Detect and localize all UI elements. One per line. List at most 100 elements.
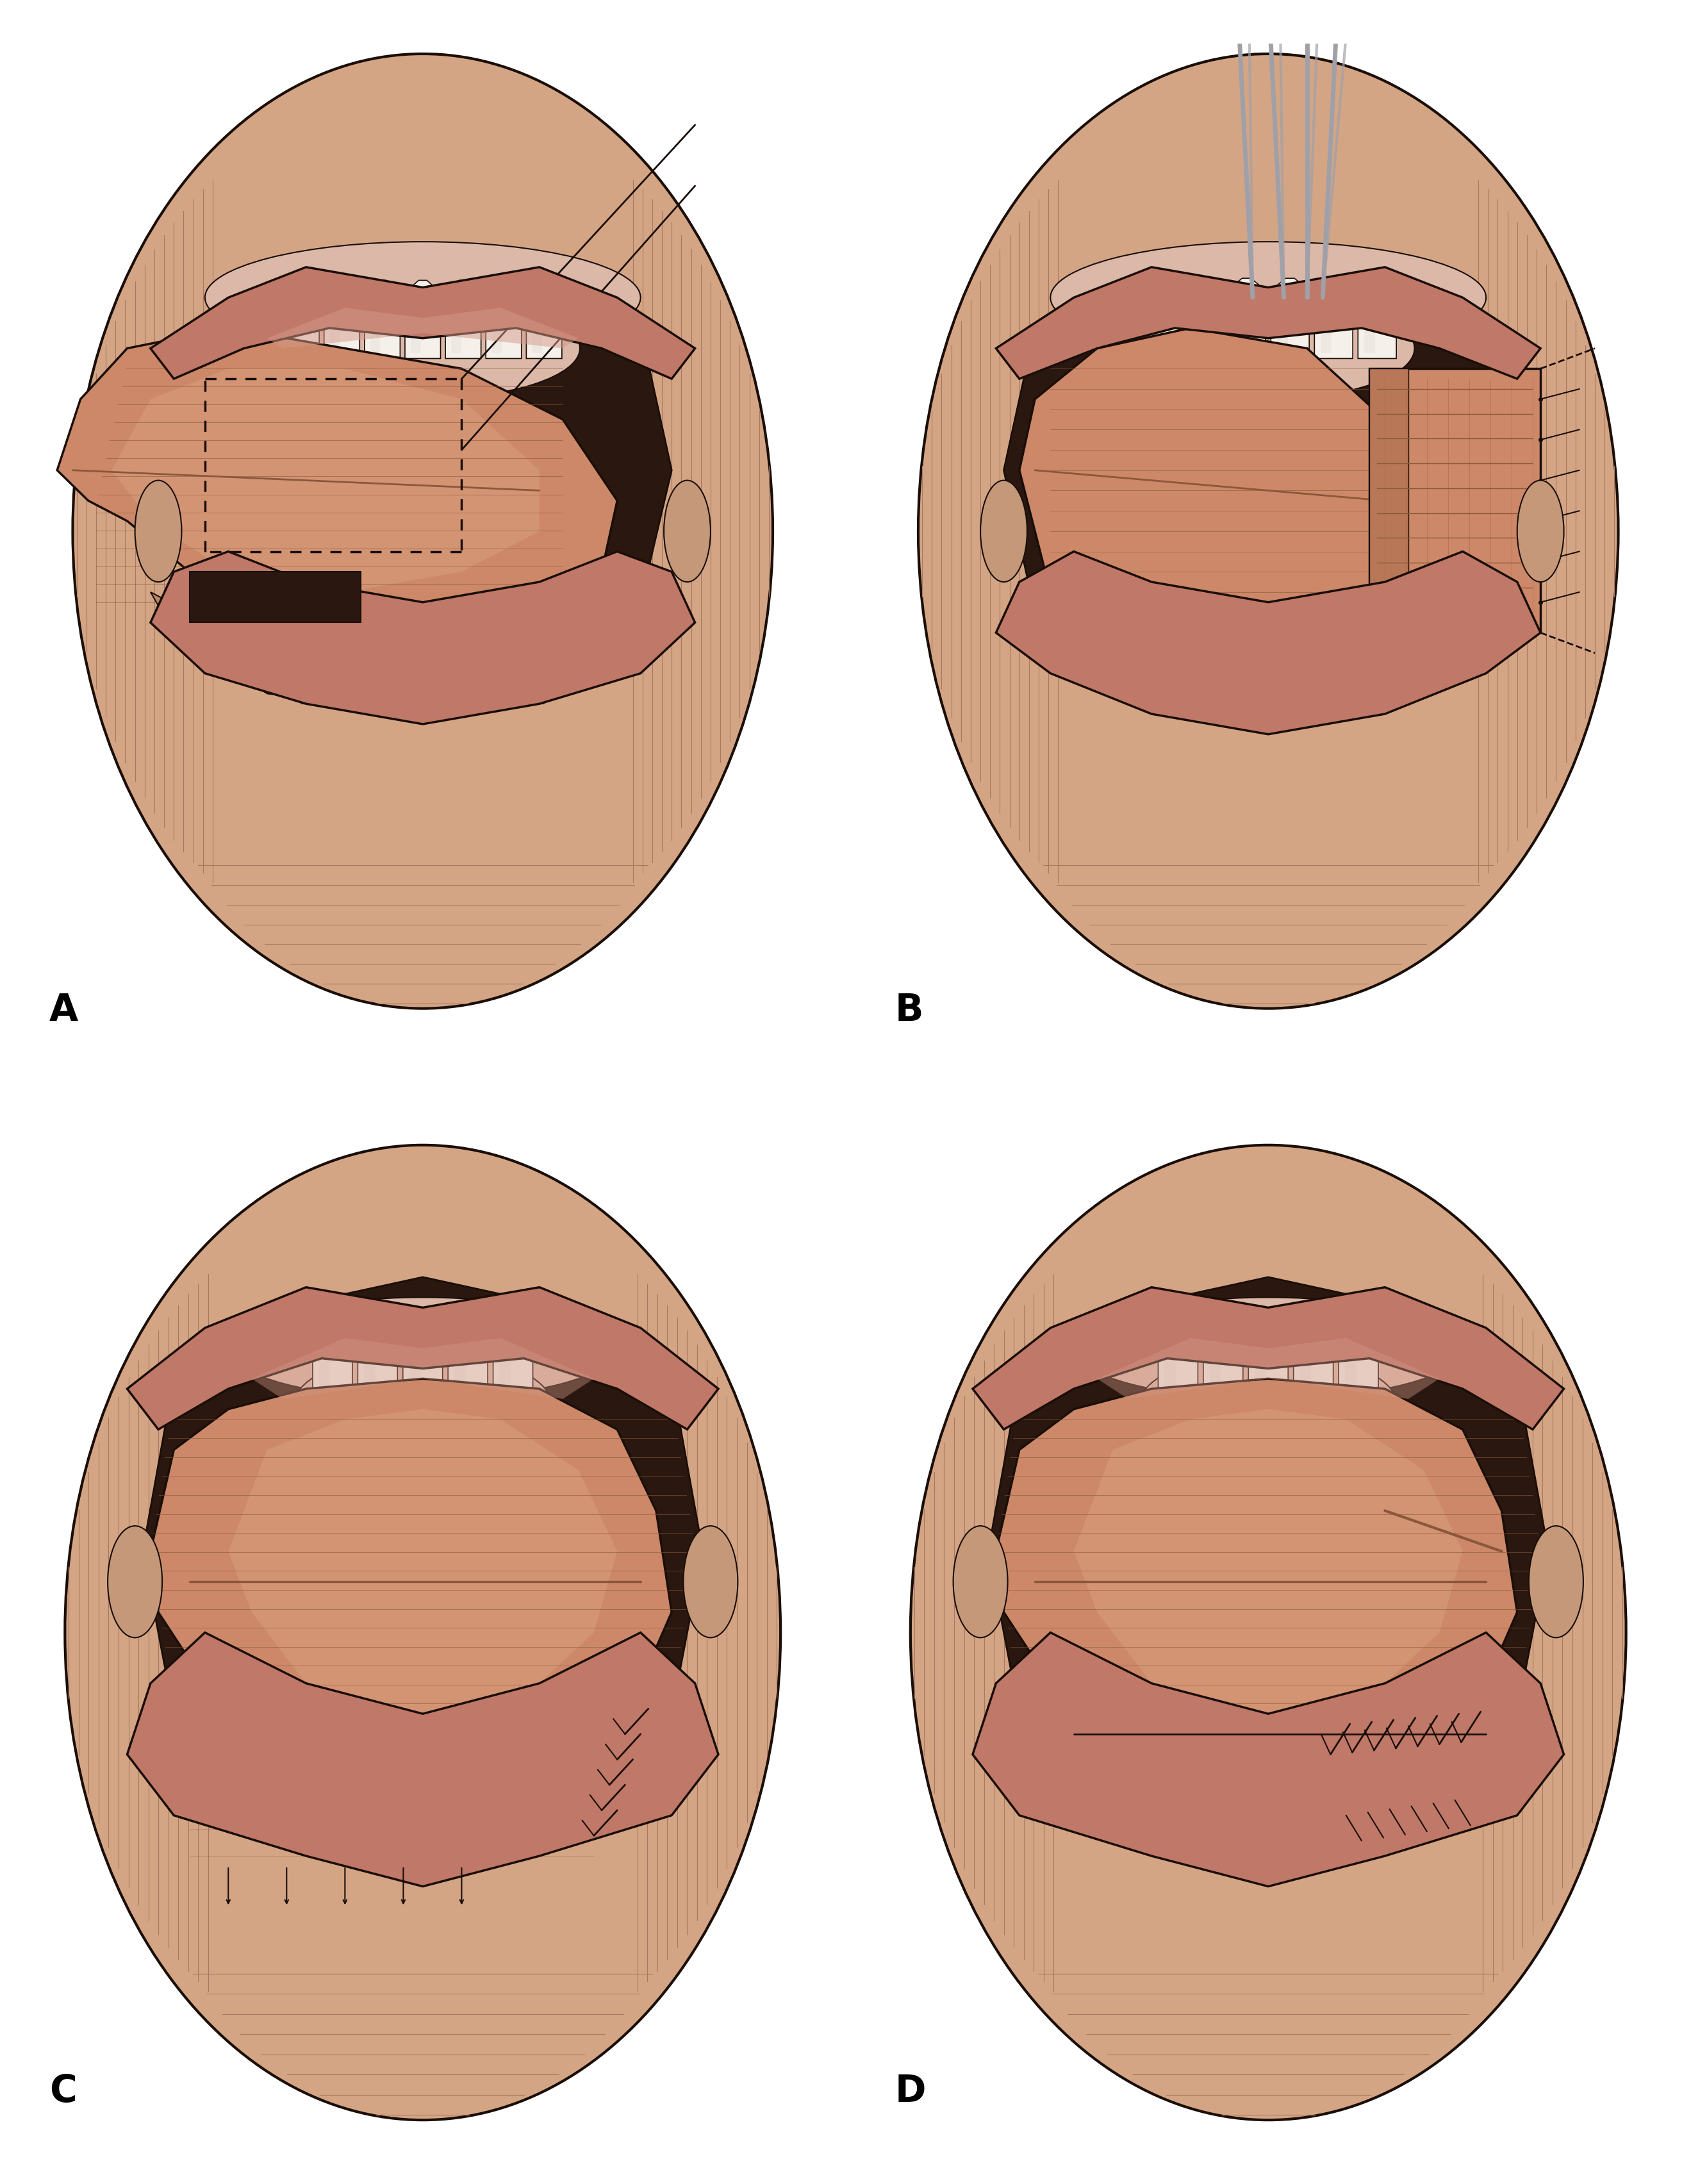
Polygon shape xyxy=(1020,1734,1502,1845)
Text: A: A xyxy=(49,992,78,1029)
Polygon shape xyxy=(972,1634,1564,1887)
Polygon shape xyxy=(367,638,401,703)
Polygon shape xyxy=(485,280,521,358)
Polygon shape xyxy=(484,638,517,703)
Polygon shape xyxy=(404,280,441,358)
Polygon shape xyxy=(1233,306,1245,354)
Polygon shape xyxy=(1370,369,1541,633)
Polygon shape xyxy=(526,280,561,358)
Polygon shape xyxy=(445,280,480,358)
Polygon shape xyxy=(1294,1330,1333,1415)
Ellipse shape xyxy=(1140,1354,1397,1455)
Polygon shape xyxy=(174,247,671,703)
Ellipse shape xyxy=(228,1297,617,1400)
Polygon shape xyxy=(267,308,578,347)
Polygon shape xyxy=(127,1286,719,1428)
Ellipse shape xyxy=(665,480,710,581)
Polygon shape xyxy=(1190,306,1201,354)
Polygon shape xyxy=(445,638,479,703)
Ellipse shape xyxy=(1529,1527,1583,1638)
Polygon shape xyxy=(1158,1330,1197,1415)
Polygon shape xyxy=(406,638,440,703)
Polygon shape xyxy=(451,306,462,354)
Polygon shape xyxy=(1370,369,1409,633)
Ellipse shape xyxy=(1050,242,1486,354)
Polygon shape xyxy=(1365,306,1375,354)
Ellipse shape xyxy=(271,603,575,695)
Ellipse shape xyxy=(1074,1297,1463,1400)
Polygon shape xyxy=(252,1339,594,1400)
Polygon shape xyxy=(448,1330,487,1415)
Polygon shape xyxy=(1228,277,1265,358)
Polygon shape xyxy=(1004,247,1532,714)
Polygon shape xyxy=(150,266,695,378)
Polygon shape xyxy=(1204,1330,1243,1415)
Polygon shape xyxy=(228,1409,617,1714)
Ellipse shape xyxy=(981,480,1026,581)
Polygon shape xyxy=(112,369,539,592)
Polygon shape xyxy=(1358,277,1397,358)
Polygon shape xyxy=(996,1378,1517,1754)
Polygon shape xyxy=(320,1358,330,1409)
Text: D: D xyxy=(895,2073,927,2110)
Polygon shape xyxy=(411,306,421,354)
Polygon shape xyxy=(494,1330,533,1415)
Polygon shape xyxy=(455,1358,465,1409)
Ellipse shape xyxy=(954,1527,1008,1638)
Polygon shape xyxy=(150,1378,671,1754)
Polygon shape xyxy=(284,280,320,358)
Ellipse shape xyxy=(294,1354,551,1455)
Ellipse shape xyxy=(205,242,641,354)
Polygon shape xyxy=(1146,306,1157,354)
Ellipse shape xyxy=(108,1527,162,1638)
Polygon shape xyxy=(1209,1358,1221,1409)
Polygon shape xyxy=(409,1358,421,1409)
Ellipse shape xyxy=(683,1527,737,1638)
Polygon shape xyxy=(1165,1358,1175,1409)
Polygon shape xyxy=(1277,306,1289,354)
Polygon shape xyxy=(142,1278,703,1856)
Polygon shape xyxy=(189,572,360,622)
Polygon shape xyxy=(358,1330,397,1415)
Polygon shape xyxy=(325,280,360,358)
Polygon shape xyxy=(313,1330,352,1415)
Polygon shape xyxy=(57,328,617,653)
Polygon shape xyxy=(996,266,1541,378)
Ellipse shape xyxy=(135,480,181,581)
Polygon shape xyxy=(1113,1339,1424,1489)
Text: C: C xyxy=(49,2073,76,2110)
Polygon shape xyxy=(328,638,362,703)
Polygon shape xyxy=(988,1278,1549,1856)
Polygon shape xyxy=(1184,277,1223,358)
Polygon shape xyxy=(996,550,1541,734)
Polygon shape xyxy=(499,1358,511,1409)
Polygon shape xyxy=(1321,306,1331,354)
Polygon shape xyxy=(365,280,401,358)
Polygon shape xyxy=(1097,1339,1439,1400)
Polygon shape xyxy=(370,306,380,354)
Polygon shape xyxy=(1339,1330,1378,1415)
Ellipse shape xyxy=(64,1144,781,2121)
Ellipse shape xyxy=(1517,480,1564,581)
Ellipse shape xyxy=(265,297,580,400)
Polygon shape xyxy=(289,306,299,354)
Polygon shape xyxy=(1300,1358,1311,1409)
Ellipse shape xyxy=(73,55,773,1009)
Polygon shape xyxy=(289,638,323,703)
Ellipse shape xyxy=(918,55,1618,1009)
Polygon shape xyxy=(174,1754,617,1865)
Polygon shape xyxy=(1248,1330,1289,1415)
Polygon shape xyxy=(492,306,502,354)
Polygon shape xyxy=(972,1286,1564,1428)
Ellipse shape xyxy=(910,1144,1627,2121)
Polygon shape xyxy=(150,572,641,714)
Polygon shape xyxy=(1020,328,1424,684)
Polygon shape xyxy=(228,308,617,642)
Polygon shape xyxy=(267,1339,578,1489)
Ellipse shape xyxy=(1123,297,1414,400)
Text: B: B xyxy=(895,992,923,1029)
Polygon shape xyxy=(127,1634,719,1887)
Polygon shape xyxy=(533,306,543,354)
Polygon shape xyxy=(1255,1358,1267,1409)
Polygon shape xyxy=(150,550,695,725)
